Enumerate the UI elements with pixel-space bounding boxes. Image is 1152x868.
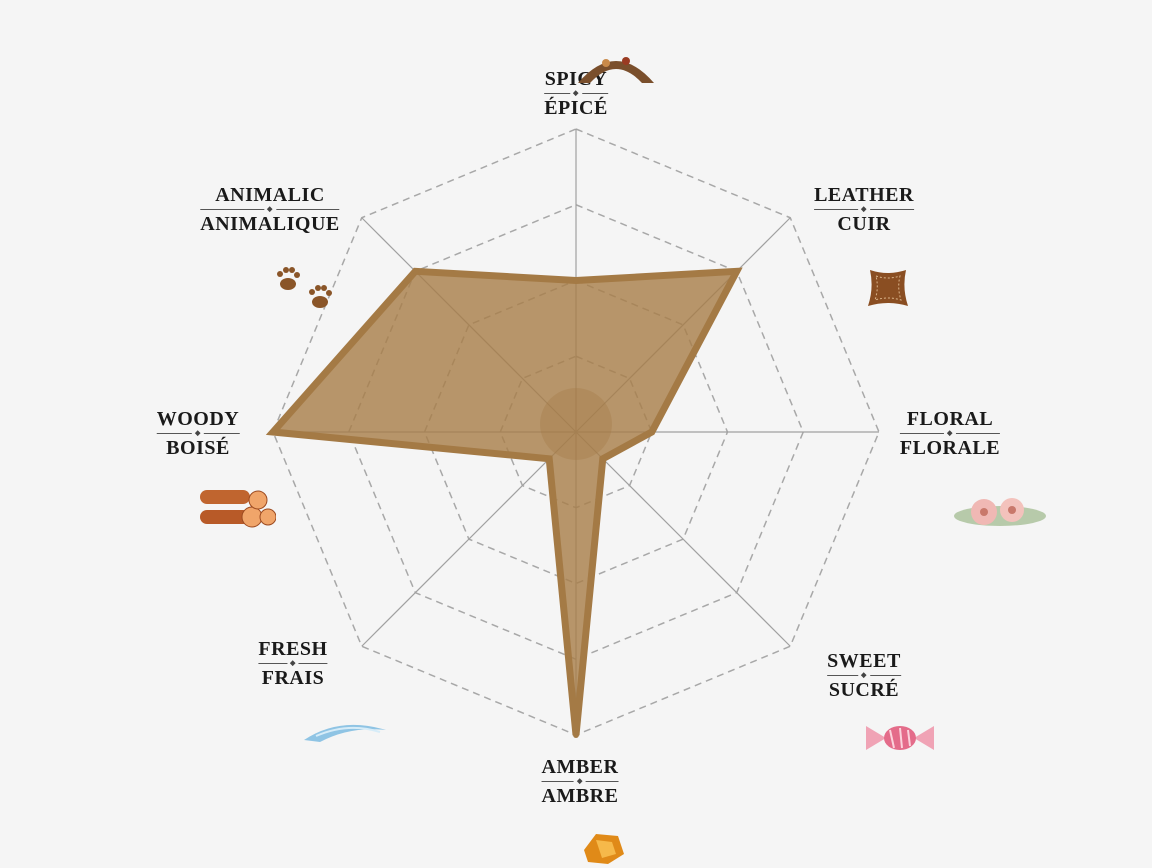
axis-label-en: WOODY [156, 408, 240, 430]
axis-label-en: FRESH [258, 638, 328, 660]
axis-label-woody: WOODY BOISÉ [156, 406, 240, 461]
axis-label-fr: ANIMALIQUE [200, 213, 340, 235]
label-divider [156, 433, 240, 434]
axis-label-animalic: ANIMALIC ANIMALIQUE [200, 182, 340, 237]
axis-line-sweet [575, 431, 791, 647]
data-point-leather [733, 268, 740, 275]
axis-label-fr: FRAIS [261, 667, 325, 689]
axis-line-fresh [361, 431, 577, 647]
label-divider [200, 209, 340, 210]
label-divider [544, 93, 608, 94]
axis-label-en: AMBER [541, 756, 619, 778]
data-point-amber [573, 732, 579, 738]
label-divider [814, 209, 914, 210]
axis-label-fr: AMBRE [541, 785, 619, 807]
axis-label-fr: BOISÉ [166, 437, 230, 459]
label-divider [258, 663, 328, 664]
label-divider [827, 675, 901, 676]
axis-label-en: ANIMALIC [215, 184, 325, 206]
axis-label-amber: AMBER AMBRE [541, 754, 619, 809]
axis-label-fr: ÉPICÉ [544, 97, 608, 119]
grid-ring-2 [347, 203, 805, 661]
axis-label-en: LEATHER [814, 184, 914, 206]
axis-label-sweet: SWEET SUCRÉ [827, 648, 901, 703]
axis-label-floral: FLORAL FLORALE [899, 406, 1001, 461]
axis-label-fresh: FRESH FRAIS [258, 636, 328, 691]
data-point-sweet [599, 455, 606, 462]
data-point-fresh [546, 455, 553, 462]
data-point-spicy [573, 277, 579, 284]
data-point-floral [648, 429, 655, 435]
axis-label-en: FLORAL [906, 408, 994, 430]
axis-label-en: SWEET [827, 650, 901, 672]
axis-label-fr: FLORALE [899, 437, 1001, 459]
label-divider [899, 433, 1001, 434]
data-point-woody [270, 429, 276, 435]
axis-label-fr: CUIR [837, 213, 891, 235]
label-divider [541, 781, 619, 782]
data-point-animalic [412, 268, 419, 275]
axis-label-leather: LEATHER CUIR [814, 182, 914, 237]
axis-label-fr: SUCRÉ [828, 679, 900, 701]
